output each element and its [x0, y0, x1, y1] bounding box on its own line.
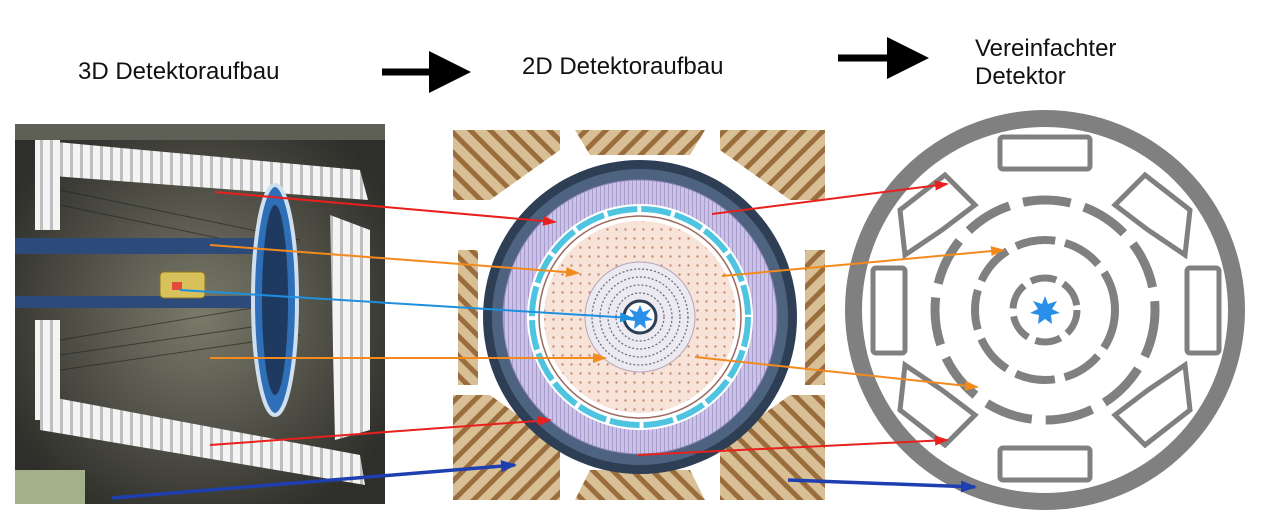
arrow-tracker-2d-simple-top	[721, 246, 1005, 277]
arrow-calorimeter-2d-simple-bottom	[637, 435, 949, 456]
arrow-calorimeter-3d-2d-top	[214, 191, 557, 226]
label-simplified-line1: Vereinfachter	[975, 35, 1117, 62]
arrow-vertex-3d-2d	[179, 289, 634, 323]
arrow-tracker-3d-2d-top	[209, 244, 580, 278]
detector-3d-image	[15, 124, 385, 504]
arrow-calorimeter-2d-simple-top	[711, 180, 949, 215]
arrow-calorimeter-3d-2d-bottom	[209, 415, 552, 446]
arrow-muon-3d-2d	[111, 460, 517, 500]
arrow-muon-2d-simple	[787, 478, 977, 493]
detector-2d-cross-section	[453, 130, 825, 500]
collision-point-2d	[627, 305, 653, 329]
label-2d-detector: 2D Detektoraufbau	[522, 53, 724, 80]
label-simplified-detector: Vereinfachter Detektor	[975, 35, 1116, 91]
collision-point-simplified	[1030, 296, 1060, 324]
arrow-tracker-2d-simple-bottom	[694, 356, 979, 391]
label-simplified-line2: Detektor	[975, 63, 1066, 90]
detector-simplified	[845, 110, 1245, 510]
label-3d-detector: 3D Detektoraufbau	[78, 58, 280, 85]
